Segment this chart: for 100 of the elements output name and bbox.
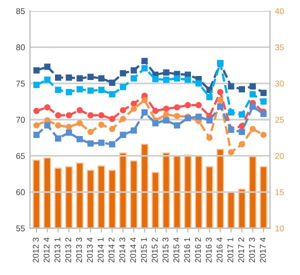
- y-tick-label: 70: [16, 116, 25, 123]
- x-tick-label: 2017 1: [227, 238, 234, 262]
- point: [98, 122, 104, 128]
- point: [109, 141, 116, 148]
- point: [238, 123, 246, 130]
- x-tick-label: 2015 3: [162, 238, 168, 262]
- point: [44, 104, 50, 110]
- point: [87, 128, 94, 136]
- x-tick-label: 2012 4: [44, 238, 50, 262]
- point: [130, 75, 137, 82]
- point: [98, 75, 104, 82]
- point: [66, 88, 72, 96]
- point: [33, 108, 40, 114]
- point: [260, 90, 267, 96]
- x-tick-label: 2014 1: [98, 238, 104, 262]
- point: [174, 112, 180, 120]
- point: [206, 94, 213, 100]
- point: [184, 102, 191, 108]
- x-tick-label: 2012 3: [32, 238, 39, 262]
- point: [196, 114, 202, 120]
- point: [54, 135, 62, 142]
- point: [130, 100, 137, 107]
- point: [33, 122, 40, 129]
- point: [76, 86, 83, 92]
- point: [141, 109, 148, 116]
- point: [250, 103, 256, 110]
- y2-tick-label: 10: [275, 225, 284, 232]
- point: [87, 140, 94, 147]
- point: [206, 134, 213, 141]
- point: [87, 74, 94, 80]
- point: [260, 98, 267, 105]
- point: [76, 120, 83, 126]
- x-tick-label: 2013 1: [54, 238, 60, 262]
- point: [217, 96, 224, 104]
- point: [217, 103, 224, 110]
- point: [228, 83, 234, 90]
- point: [54, 86, 62, 94]
- point: [228, 109, 234, 116]
- point: [152, 120, 159, 126]
- y-tick-label: 60: [16, 189, 25, 196]
- point: [130, 106, 137, 112]
- point: [196, 102, 202, 108]
- point: [217, 88, 224, 96]
- x-tick-label: 2016 3: [206, 238, 212, 262]
- point: [163, 106, 170, 112]
- point: [66, 124, 72, 130]
- y2-tick-label: 15: [275, 189, 284, 196]
- x-tick-label: 2013 4: [86, 238, 93, 262]
- point: [87, 112, 94, 118]
- x-tick-label: 2016 2: [194, 238, 201, 262]
- point: [87, 88, 94, 94]
- point: [250, 91, 256, 98]
- x-tick-label: 2017 2: [238, 238, 244, 262]
- y2-tick-label: 20: [275, 153, 284, 159]
- y-tick-label: 85: [16, 8, 25, 14]
- y-tick-label: 55: [16, 226, 25, 232]
- point: [98, 86, 104, 94]
- y-tick-label: 75: [16, 80, 25, 87]
- point: [141, 58, 148, 64]
- point: [120, 107, 126, 114]
- point: [54, 112, 62, 118]
- x-tick-label: 2013 2: [65, 238, 72, 262]
- point: [238, 141, 246, 148]
- point: [228, 149, 234, 156]
- point: [163, 111, 170, 118]
- point: [54, 122, 62, 129]
- y2-tick-label: 25: [275, 116, 284, 123]
- x-tick-label: 2014 4: [130, 238, 136, 262]
- point: [196, 80, 202, 87]
- x-tick-label: 2015 2: [152, 238, 158, 262]
- point: [152, 108, 159, 114]
- y-tick-label: 80: [16, 44, 25, 50]
- point: [174, 75, 180, 82]
- point: [76, 136, 83, 142]
- point: [76, 75, 83, 82]
- point: [184, 76, 191, 83]
- point: [66, 130, 72, 136]
- point: [163, 76, 170, 83]
- x-tick-label: 2014 3: [119, 238, 126, 262]
- point: [54, 74, 62, 81]
- x-tick-label: 2017 3: [249, 238, 255, 262]
- x-tick-label: 2016 1: [184, 238, 190, 262]
- point: [120, 84, 126, 90]
- point: [250, 83, 256, 90]
- point: [76, 107, 83, 114]
- x-tick-label: 2016 4: [216, 238, 223, 262]
- point: [238, 86, 246, 92]
- point: [33, 67, 40, 74]
- point: [163, 69, 170, 76]
- point: [44, 64, 50, 70]
- point: [44, 76, 50, 83]
- point: [66, 112, 72, 118]
- point: [66, 74, 72, 81]
- point: [44, 122, 50, 129]
- point: [120, 116, 126, 122]
- point: [174, 122, 180, 129]
- point: [206, 117, 213, 124]
- x-tick-label: 2015 4: [173, 238, 180, 262]
- y2-tick-label: 35: [275, 44, 284, 50]
- x-tick-label: 2015 1: [140, 238, 147, 262]
